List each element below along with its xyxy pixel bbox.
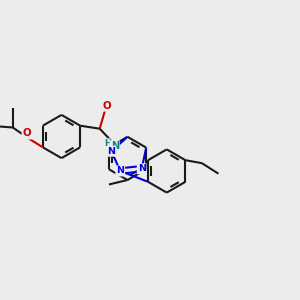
Text: N: N [116, 167, 124, 176]
Text: O: O [22, 128, 31, 139]
Text: H: H [104, 139, 111, 148]
Text: N: N [111, 141, 119, 151]
Text: N: N [138, 164, 146, 173]
Text: O: O [102, 100, 111, 111]
Text: N: N [107, 147, 116, 156]
